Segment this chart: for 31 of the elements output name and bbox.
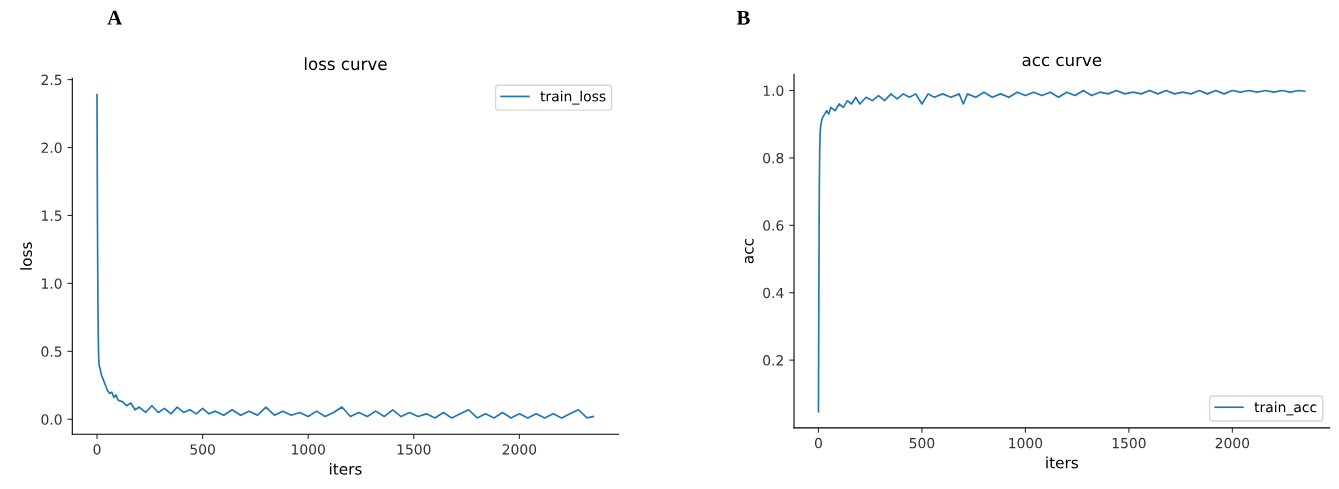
x-tick-label: 1000 <box>1009 437 1043 449</box>
text: B <box>736 10 750 25</box>
y-axis-title: loss <box>20 242 32 270</box>
x-tick-label: 0 <box>93 444 101 455</box>
x-axis-title: iters <box>329 462 362 475</box>
y-tick-label: 2.5 <box>41 74 62 86</box>
x-tick-label: 500 <box>190 444 215 455</box>
y-tick-label: 1.0 <box>763 85 784 96</box>
x-tick-label: 1500 <box>397 444 431 455</box>
chart-title: loss curve <box>304 57 387 71</box>
x-tick-label: 500 <box>909 437 935 449</box>
y-tick-label: 1.5 <box>42 210 62 221</box>
x-axis-title: iters <box>1046 456 1079 469</box>
legend-label: train_acc <box>1254 401 1317 416</box>
text: A <box>107 10 123 25</box>
legend-label: train_loss <box>540 90 606 105</box>
chart-title: acc curve <box>1022 56 1102 67</box>
x-tick-label: 2000 <box>1215 437 1250 449</box>
y-tick-label: 0.6 <box>763 220 784 231</box>
y-tick-label: 2.0 <box>41 142 62 154</box>
y-tick-label: 0.4 <box>763 287 784 299</box>
y-tick-label: 1.0 <box>42 278 62 289</box>
x-tick-label: 1000 <box>292 444 325 455</box>
y-tick-label: 0.5 <box>41 346 62 357</box>
y-tick-label: 0.8 <box>763 152 784 164</box>
x-tick-label: 2000 <box>502 444 537 455</box>
x-tick-label: 1500 <box>1112 437 1146 449</box>
y-axis-title: acc <box>744 238 754 264</box>
y-tick-label: 0.0 <box>41 414 62 425</box>
y-tick-label: 0.2 <box>763 355 783 366</box>
x-tick-label: 0 <box>814 437 822 449</box>
